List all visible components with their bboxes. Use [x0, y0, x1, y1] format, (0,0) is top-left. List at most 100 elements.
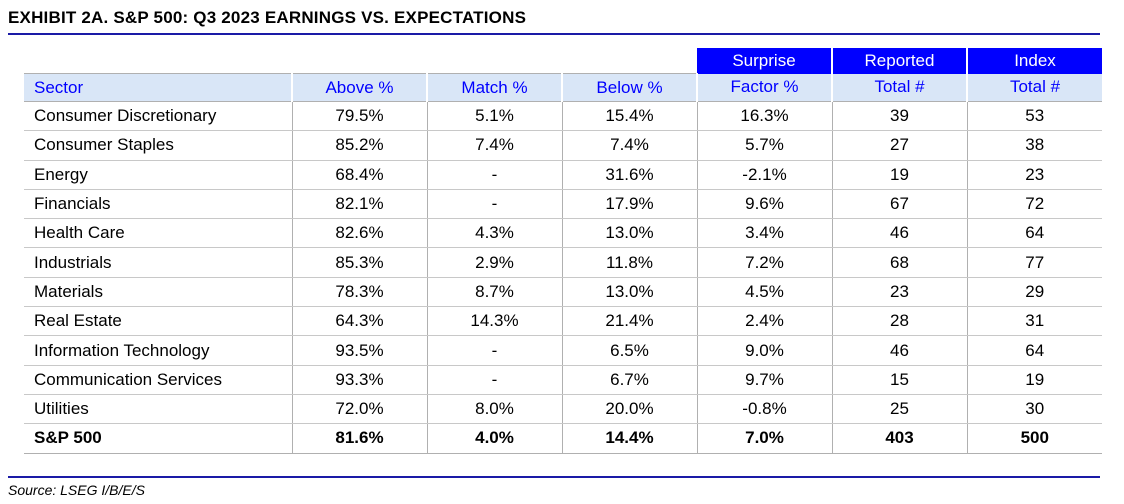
factor-cell: 9.6%	[697, 189, 833, 220]
above-cell: 64.3%	[292, 306, 428, 337]
match-cell: 8.0%	[427, 394, 563, 425]
match-cell: 4.3%	[427, 218, 563, 249]
table-row: Consumer Discretionary 79.5% 5.1% 15.4% …	[24, 101, 1102, 132]
sector-cell: Consumer Discretionary	[24, 101, 293, 132]
below-cell: 31.6%	[562, 160, 698, 190]
table-row: Materials 78.3% 8.7% 13.0% 4.5% 23 29	[24, 277, 1102, 308]
below-cell: 13.0%	[562, 218, 698, 249]
total-factor-cell: 7.0%	[697, 423, 833, 454]
column-header-match: Match %	[427, 73, 563, 102]
sector-cell: Financials	[24, 189, 293, 220]
index-total-cell: 23	[967, 160, 1102, 190]
index-total-cell: 38	[967, 130, 1102, 161]
factor-cell: 5.7%	[697, 130, 833, 161]
sector-cell: Consumer Staples	[24, 130, 293, 161]
index-total-cell: 77	[967, 247, 1102, 278]
factor-cell: -0.8%	[697, 394, 833, 425]
above-cell: 85.2%	[292, 130, 428, 161]
earnings-table: Surprise Reported Index Sector Above % M…	[24, 48, 1102, 454]
index-total-cell: 31	[967, 306, 1102, 337]
table-row: Health Care 82.6% 4.3% 13.0% 3.4% 46 64	[24, 218, 1102, 249]
index-total-cell: 72	[967, 189, 1102, 220]
reported-total-cell: 23	[832, 277, 968, 308]
match-cell: 2.9%	[427, 247, 563, 278]
total-index-cell: 500	[967, 423, 1102, 454]
total-sector-cell: S&P 500	[24, 423, 293, 454]
below-cell: 6.5%	[562, 335, 698, 366]
group-header-index: Index	[967, 48, 1102, 74]
table-row: Energy 68.4% - 31.6% -2.1% 19 23	[24, 160, 1102, 190]
above-cell: 82.1%	[292, 189, 428, 220]
above-cell: 93.3%	[292, 365, 428, 395]
reported-total-cell: 15	[832, 365, 968, 395]
exhibit-title: EXHIBIT 2A. S&P 500: Q3 2023 EARNINGS VS…	[8, 8, 527, 27]
index-total-cell: 64	[967, 335, 1102, 366]
table-row: Real Estate 64.3% 14.3% 21.4% 2.4% 28 31	[24, 306, 1102, 337]
match-cell: 5.1%	[427, 101, 563, 132]
index-total-cell: 29	[967, 277, 1102, 308]
above-cell: 72.0%	[292, 394, 428, 425]
reported-total-cell: 27	[832, 130, 968, 161]
factor-cell: 7.2%	[697, 247, 833, 278]
below-cell: 17.9%	[562, 189, 698, 220]
group-header-reported: Reported	[832, 48, 968, 74]
factor-cell: 2.4%	[697, 306, 833, 337]
below-cell: 11.8%	[562, 247, 698, 278]
reported-total-cell: 25	[832, 394, 968, 425]
below-cell: 15.4%	[562, 101, 698, 132]
column-header-below: Below %	[562, 73, 698, 102]
match-cell: 7.4%	[427, 130, 563, 161]
sector-cell: Communication Services	[24, 365, 293, 395]
sector-cell: Energy	[24, 160, 293, 190]
factor-cell: 4.5%	[697, 277, 833, 308]
factor-cell: 16.3%	[697, 101, 833, 132]
sector-cell: Health Care	[24, 218, 293, 249]
column-header-sector: Sector	[24, 73, 293, 102]
column-header-row: Sector Above % Match % Below % Factor % …	[24, 73, 1102, 102]
above-cell: 78.3%	[292, 277, 428, 308]
source-divider	[8, 476, 1100, 478]
match-cell: -	[427, 365, 563, 395]
match-cell: 8.7%	[427, 277, 563, 308]
column-header-factor: Factor %	[697, 73, 833, 102]
reported-total-cell: 19	[832, 160, 968, 190]
source-note: Source: LSEG I/B/E/S	[8, 482, 145, 498]
table-row: Utilities 72.0% 8.0% 20.0% -0.8% 25 30	[24, 394, 1102, 425]
below-cell: 7.4%	[562, 130, 698, 161]
reported-total-cell: 68	[832, 247, 968, 278]
total-row: S&P 500 81.6% 4.0% 14.4% 7.0% 403 500	[24, 423, 1102, 454]
index-total-cell: 53	[967, 101, 1102, 132]
above-cell: 79.5%	[292, 101, 428, 132]
total-reported-cell: 403	[832, 423, 968, 454]
total-above-cell: 81.6%	[292, 423, 428, 454]
above-cell: 93.5%	[292, 335, 428, 366]
sector-cell: Information Technology	[24, 335, 293, 366]
factor-cell: -2.1%	[697, 160, 833, 190]
match-cell: -	[427, 189, 563, 220]
group-header-surprise: Surprise	[697, 48, 833, 74]
sector-cell: Utilities	[24, 394, 293, 425]
total-below-cell: 14.4%	[562, 423, 698, 454]
table-row: Information Technology 93.5% - 6.5% 9.0%…	[24, 335, 1102, 366]
below-cell: 6.7%	[562, 365, 698, 395]
reported-total-cell: 46	[832, 335, 968, 366]
above-cell: 68.4%	[292, 160, 428, 190]
column-header-reported-total: Total #	[832, 73, 968, 102]
factor-cell: 3.4%	[697, 218, 833, 249]
column-header-above: Above %	[292, 73, 428, 102]
reported-total-cell: 39	[832, 101, 968, 132]
factor-cell: 9.0%	[697, 335, 833, 366]
sector-cell: Materials	[24, 277, 293, 308]
below-cell: 13.0%	[562, 277, 698, 308]
below-cell: 20.0%	[562, 394, 698, 425]
reported-total-cell: 28	[832, 306, 968, 337]
index-total-cell: 30	[967, 394, 1102, 425]
index-total-cell: 19	[967, 365, 1102, 395]
above-cell: 85.3%	[292, 247, 428, 278]
factor-cell: 9.7%	[697, 365, 833, 395]
index-total-cell: 64	[967, 218, 1102, 249]
total-match-cell: 4.0%	[427, 423, 563, 454]
column-header-index-total: Total #	[967, 73, 1102, 102]
above-cell: 82.6%	[292, 218, 428, 249]
group-header-row: Surprise Reported Index	[24, 48, 1102, 74]
